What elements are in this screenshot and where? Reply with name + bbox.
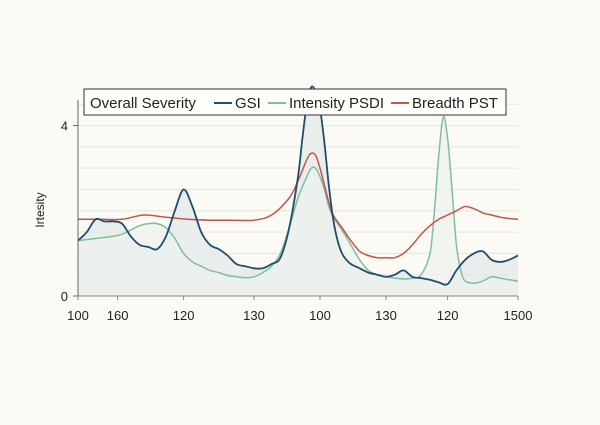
line-breadth-pst [78,152,519,259]
x-tick-label: 1500 [504,308,533,323]
x-tick-label: 100 [309,308,331,323]
legend-label-gsi: GSI [235,95,261,112]
x-tick-label: 100 [67,308,89,323]
line-intensity-psdi [77,115,519,284]
legend-title: Overall Severity [90,95,196,112]
series-lines [77,85,519,286]
line-gsi [77,85,519,286]
x-tick-label: 130 [243,308,265,323]
x-tick-label: 120 [437,308,459,323]
x-tick-label: 130 [375,308,397,323]
series-areas [78,86,518,296]
legend-box [83,88,507,116]
ticks: 0 4 100 160 120 130 100 130 120 1500 [61,119,533,323]
legend: Overall Severity GSI Intensity PSDI Brea… [83,88,507,116]
x-tick-label: 120 [173,308,195,323]
y-tick-label: 4 [61,119,68,134]
area-gsi [78,86,518,296]
x-tick-label: 160 [107,308,129,323]
legend-label-intensity-psdi: Intensity PSDI [289,95,384,112]
area-intensity-psdi [78,116,518,296]
axes [77,100,518,297]
y-tick-label: 0 [61,289,68,304]
y-axis-label: Irtesity [33,192,47,227]
legend-label-breadth-pst: Breadth PST [412,95,498,112]
